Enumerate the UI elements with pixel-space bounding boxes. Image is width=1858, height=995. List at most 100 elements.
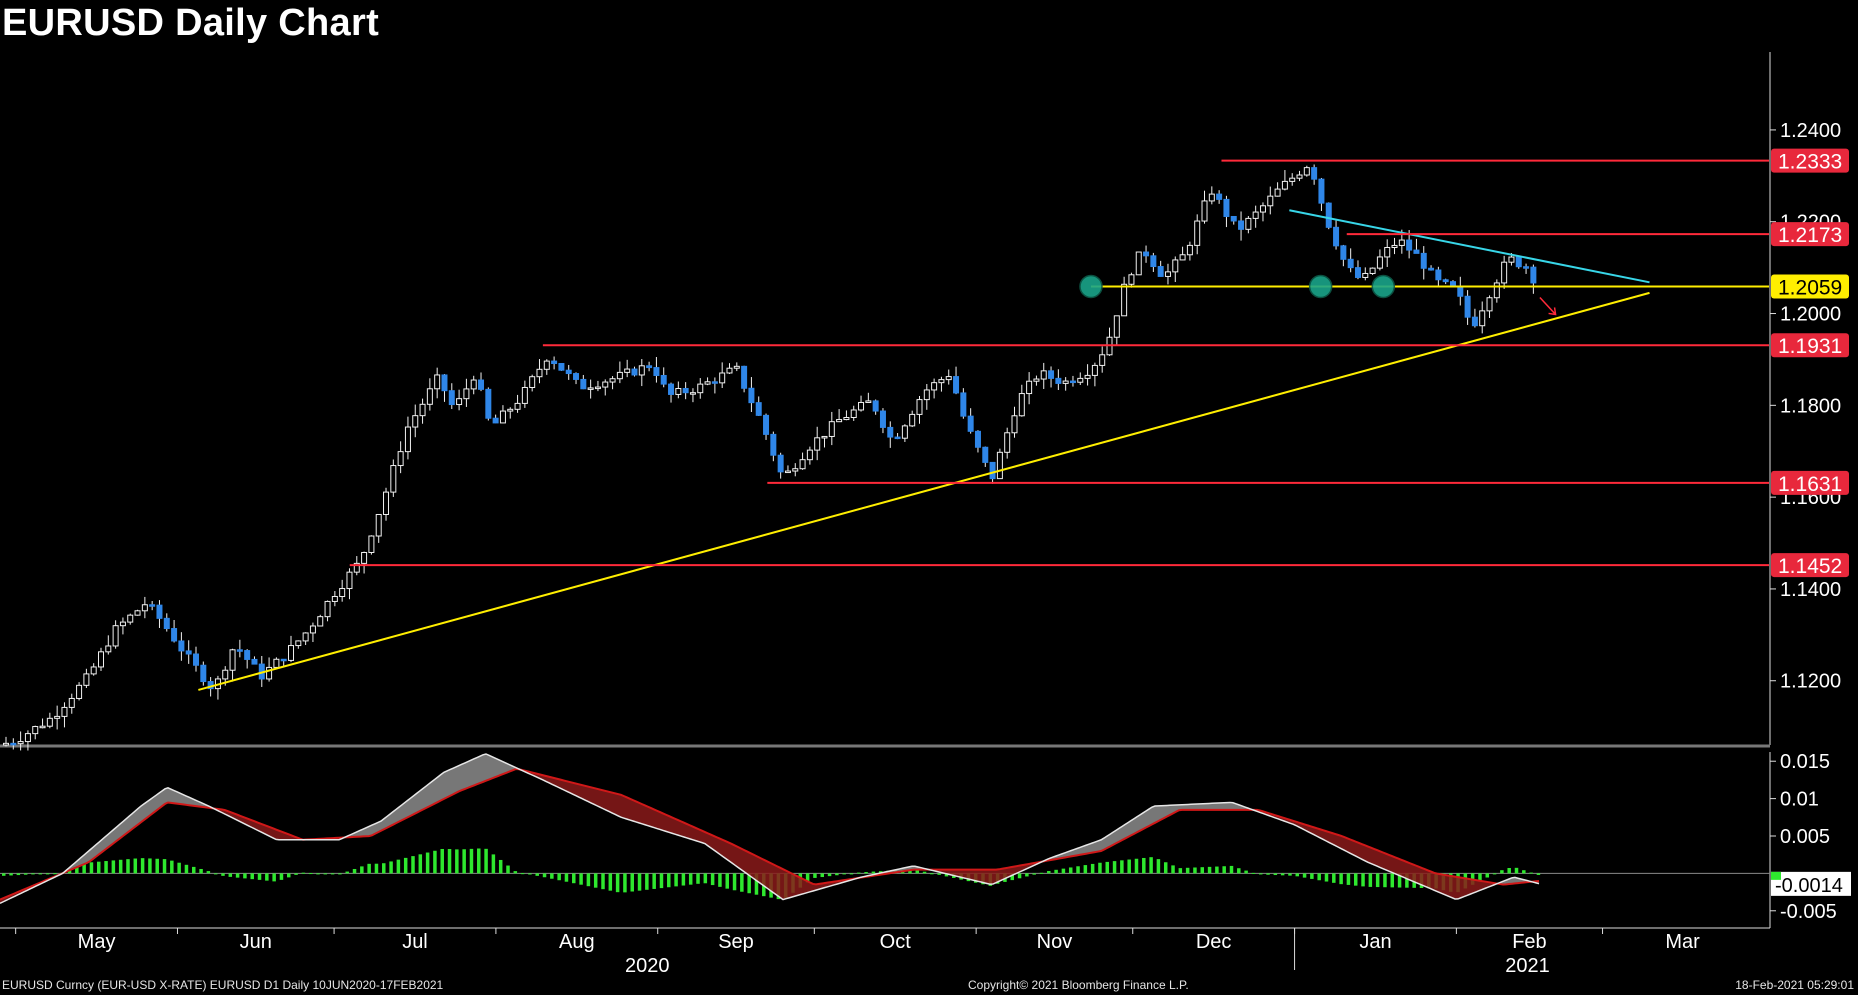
macd-y-tick-label: -0.005 — [1780, 901, 1837, 923]
macd-fill-segment — [699, 829, 702, 843]
macd-fill-segment — [654, 809, 657, 829]
candle-up — [1245, 217, 1252, 230]
histogram-bar — [1229, 865, 1234, 874]
candle-down — [1333, 226, 1340, 247]
macd-last-value-label: -0.0014 — [1775, 875, 1843, 897]
candle-up — [587, 387, 594, 390]
macd-fill-segment — [261, 823, 264, 834]
histogram-bar — [1507, 868, 1511, 874]
candle-up — [675, 388, 682, 395]
histogram-bar — [1163, 862, 1168, 874]
macd-fill-segment — [1389, 854, 1392, 873]
candle-down — [244, 650, 251, 660]
x-tick-label: Mar — [1665, 931, 1700, 953]
macd-fill-segment — [741, 848, 744, 872]
level-tag-label: 1.2173 — [1778, 224, 1842, 247]
macd-fill-segment — [630, 798, 633, 822]
macd-fill-segment — [810, 882, 813, 892]
histogram-bar — [338, 873, 342, 875]
macd-fill-segment — [282, 831, 285, 840]
histogram-bar — [352, 868, 357, 874]
macd-fill-segment — [645, 805, 648, 826]
histogram-bar — [374, 863, 379, 874]
macd-fill-segment — [696, 828, 699, 842]
histogram-bar — [1288, 873, 1292, 876]
macd-fill-segment — [492, 756, 495, 779]
x-tick-label: Aug — [559, 931, 595, 953]
macd-fill-segment — [1128, 820, 1131, 837]
y-tick-label: 1.1200 — [1780, 671, 1841, 693]
histogram-bar — [1068, 867, 1073, 874]
candle-down — [1150, 255, 1157, 268]
histogram-bar — [104, 861, 108, 874]
macd-fill-segment — [390, 811, 393, 827]
histogram-bar — [637, 873, 642, 891]
histogram-bar — [864, 871, 868, 874]
histogram-bar — [345, 871, 349, 874]
macd-fill-segment — [399, 804, 402, 822]
macd-fill-segment — [1461, 877, 1464, 898]
macd-fill-segment — [429, 781, 432, 807]
candle-down — [280, 658, 287, 662]
histogram-bar — [316, 873, 320, 875]
candle-up — [1376, 256, 1383, 269]
candle-up — [383, 491, 390, 515]
macd-fill-segment — [990, 869, 993, 885]
candle-down — [1318, 178, 1325, 204]
macd-fill-segment — [477, 756, 480, 785]
histogram-bar — [1295, 873, 1300, 877]
histogram-bar — [323, 873, 328, 875]
candle-down — [1442, 279, 1449, 283]
macd-fill-segment — [1011, 866, 1014, 876]
candle-up — [814, 437, 821, 451]
histogram-bar — [667, 873, 671, 888]
candle-up — [1179, 254, 1186, 261]
histogram-bar — [265, 873, 269, 881]
candle-up — [938, 379, 945, 384]
macd-fill-segment — [435, 776, 438, 804]
candle-down — [200, 664, 207, 683]
macd-fill-segment — [768, 861, 771, 891]
candle-up — [1208, 193, 1215, 202]
candle-up — [865, 400, 872, 403]
histogram-bar — [827, 873, 832, 877]
histogram-bar — [1010, 873, 1015, 881]
macd-fill-segment — [1374, 848, 1377, 867]
histogram-bar — [754, 873, 759, 895]
macd-fill-segment — [192, 798, 195, 806]
macd-fill-segment — [483, 753, 486, 782]
candle-down — [236, 649, 243, 652]
year-label: 2020 — [625, 955, 670, 977]
histogram-bar — [937, 873, 941, 875]
macd-fill-segment — [651, 808, 654, 828]
macd-fill-segment — [87, 849, 90, 863]
macd-fill-segment — [612, 792, 615, 815]
candle-down — [1428, 267, 1435, 271]
histogram-bar — [659, 873, 664, 889]
macd-fill-segment — [660, 812, 663, 831]
histogram-bar — [1120, 860, 1124, 874]
macd-fill-segment — [1449, 875, 1452, 898]
macd-fill-segment — [1476, 880, 1479, 892]
macd-line — [0, 753, 1540, 904]
level-tag-label: 1.2059 — [1778, 276, 1842, 299]
histogram-bar — [908, 869, 912, 874]
candle-up — [1486, 297, 1493, 312]
candle-up — [1121, 283, 1128, 317]
macd-fill-segment — [1179, 804, 1182, 811]
macd-fill-segment — [591, 787, 594, 805]
macd-fill-segment — [153, 795, 156, 814]
histogram-bar — [857, 872, 861, 874]
macd-fill-segment — [702, 830, 705, 844]
candle-up — [1128, 274, 1135, 285]
histogram-bar — [53, 873, 57, 875]
macd-fill-segment — [1335, 833, 1338, 848]
macd-fill-segment — [1395, 857, 1398, 875]
histogram-bar — [615, 873, 620, 893]
macd-fill-segment — [1464, 878, 1467, 897]
macd-fill-segment — [1209, 803, 1212, 810]
histogram-bar — [294, 873, 298, 875]
macd-fill-segment — [1452, 876, 1455, 899]
candle-up — [1077, 377, 1084, 383]
candle-up — [1040, 370, 1047, 380]
